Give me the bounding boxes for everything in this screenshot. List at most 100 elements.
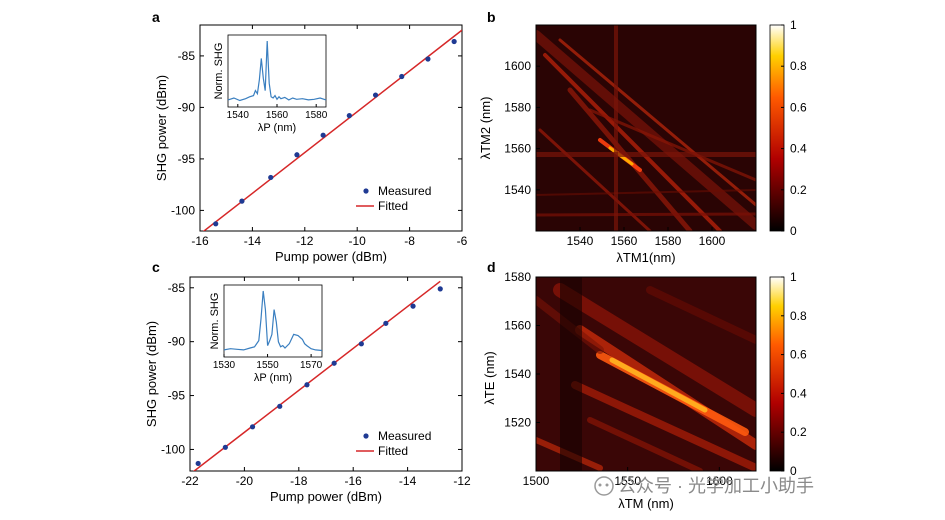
y-tick-label: 1520 xyxy=(504,416,531,430)
colorbar-tick-label: 0.2 xyxy=(790,425,807,439)
x-tick-label: -14 xyxy=(399,474,417,488)
inset-c: 1530 1550 1570 λP (nm) Norm. SHG xyxy=(209,284,323,384)
measured-point xyxy=(277,403,283,409)
colorbar-tick-label: 0.8 xyxy=(790,309,807,323)
y-tick-label: -90 xyxy=(178,100,196,114)
measured-point xyxy=(249,424,256,430)
x-tick-label: -14 xyxy=(244,234,262,248)
x-tick-label: -16 xyxy=(345,474,363,488)
x-tick-label: -22 xyxy=(181,474,199,488)
inset-spectrum-line xyxy=(223,290,323,352)
inset-x-tick-label: 1550 xyxy=(256,360,279,371)
panel-b-heatmap: 1540 1560 1580 1600 1540 1560 1580 1600 λTM1(nm… xyxy=(478,18,807,265)
y-tick-label: 1560 xyxy=(504,319,531,333)
heatmap-b-xlabel: λTM1(nm) xyxy=(616,250,675,265)
measured-point xyxy=(410,303,416,309)
colorbar-d-ticks: 0 0.2 0.4 0.6 0.8 1 xyxy=(781,270,807,478)
x-tick-label: 1500 xyxy=(523,474,550,488)
legend-label-measured: Measured xyxy=(378,184,431,198)
heatmap-d-axes: 1500 1550 1600 1520 1540 1560 1580 xyxy=(504,270,733,488)
colorbar-tick-label: 1 xyxy=(790,18,797,32)
plot-frame-a xyxy=(199,24,463,232)
plot-area-a xyxy=(202,29,462,231)
measured-point xyxy=(239,198,245,204)
heatmap-b-axes: 1540 1560 1580 1600 1540 1560 1580 1600 xyxy=(504,59,725,248)
inset-x-tick-label: 1570 xyxy=(300,360,323,371)
fitted-line xyxy=(192,280,441,471)
legend-label-fitted: Fitted xyxy=(378,444,408,458)
colorbar-tick-label: 0.4 xyxy=(790,142,807,156)
watermark-text: 公众号 · 光学加工小助手 xyxy=(618,476,814,496)
heatmap-b-frame xyxy=(535,24,757,232)
y-axis-label-c: SHG power (dBm) xyxy=(144,321,159,427)
y-axis-label-a: SHG power (dBm) xyxy=(154,75,169,181)
y-tick-label: 1560 xyxy=(504,142,531,156)
y-tick-label: 1540 xyxy=(504,367,531,381)
measured-point xyxy=(222,444,228,450)
y-tick-label: -85 xyxy=(178,49,196,63)
y-tick-label: 1580 xyxy=(504,100,531,114)
panel-letter-c: c xyxy=(152,259,160,275)
inset-frame xyxy=(227,34,327,108)
y-tick-label: 1580 xyxy=(504,270,531,284)
plot-area-c xyxy=(192,280,443,471)
colorbar-d xyxy=(769,276,785,472)
inset-y-label: Norm. SHG xyxy=(209,293,221,350)
inset-x-label: λP (nm) xyxy=(254,372,292,384)
y-tick-label: -100 xyxy=(171,203,195,217)
panel-d-heatmap: 1500 1550 1600 1520 1540 1560 1580 λTM (nm) λT… xyxy=(482,270,807,511)
measured-point xyxy=(399,73,405,80)
measured-point xyxy=(372,92,379,98)
measured-point xyxy=(195,460,201,467)
x-tick-label: -16 xyxy=(191,234,209,248)
inset-spectrum-line xyxy=(227,40,327,102)
inset-x-label: λP (nm) xyxy=(258,122,296,134)
plot-frame-c xyxy=(189,276,463,472)
x-tick-label: 1560 xyxy=(611,234,638,248)
x-tick-label: -6 xyxy=(457,234,468,248)
wechat-icon xyxy=(594,476,614,496)
x-tick-label: -12 xyxy=(296,234,314,248)
colorbar-tick-label: 0 xyxy=(790,224,797,238)
inset-x-tick-label: 1540 xyxy=(227,110,250,121)
x-tick-label: 1580 xyxy=(655,234,682,248)
panel-letter-d: d xyxy=(487,259,496,275)
inset-x-tick-label: 1580 xyxy=(305,110,328,121)
measured-point xyxy=(437,286,443,292)
measured-point xyxy=(304,382,310,388)
measured-point xyxy=(213,221,219,227)
x-tick-label: 1600 xyxy=(699,234,726,248)
y-tick-label: -95 xyxy=(178,152,196,166)
legend-marker-measured xyxy=(363,188,369,194)
inset-x-tick-label: 1560 xyxy=(266,110,289,121)
legend-marker-measured xyxy=(363,433,369,439)
measured-point xyxy=(320,132,326,138)
legend-label-fitted: Fitted xyxy=(378,199,408,213)
colorbar-tick-label: 0.8 xyxy=(790,59,807,73)
x-tick-label: -10 xyxy=(349,234,367,248)
heatmap-b-ylabel: λTM2 (nm) xyxy=(478,97,493,160)
heatmap-b-diagonal-features xyxy=(536,30,756,231)
measured-point xyxy=(451,38,457,45)
colorbar-tick-label: 0.6 xyxy=(790,100,807,114)
heatmap-d-xlabel: λTM (nm) xyxy=(618,496,674,511)
colorbar-tick-label: 0.6 xyxy=(790,348,807,362)
colorbar-tick-label: 0.2 xyxy=(790,183,807,197)
heatmap-b-vertical-band xyxy=(614,25,618,231)
measured-point xyxy=(425,56,431,62)
panel-letter-a: a xyxy=(152,9,160,25)
watermark: 公众号 · 光学加工小助手 xyxy=(594,476,814,496)
heatmap-b-horizontal-band xyxy=(536,152,756,157)
x-axis-label-a: Pump power (dBm) xyxy=(275,249,387,264)
x-tick-label: 1540 xyxy=(567,234,594,248)
measured-point xyxy=(268,174,274,181)
measured-point xyxy=(331,360,337,366)
y-tick-label: -100 xyxy=(161,442,185,456)
measured-point xyxy=(358,341,364,347)
inset-y-label: Norm. SHG xyxy=(213,43,225,100)
x-tick-label: -18 xyxy=(290,474,308,488)
inset-a: 1540 1560 1580 λP (nm) Norm. SHG xyxy=(213,34,328,134)
